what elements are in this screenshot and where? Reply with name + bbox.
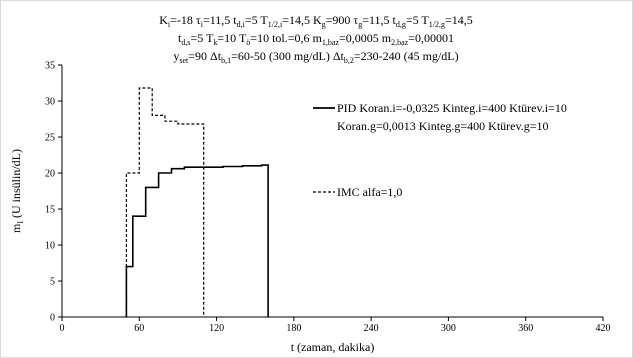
x-tick-label: 180 [286, 323, 301, 334]
title-segment: =60-50 (300 mg/dL) Δt [231, 49, 344, 63]
title-subscript: i [201, 20, 204, 29]
title-subscript: i [168, 20, 171, 29]
title-segment: =5 T [191, 31, 215, 45]
legend-label: IMC alfa=1,0 [337, 185, 402, 199]
title-subscript: 1/2,i [268, 20, 283, 29]
y-tick-label: 5 [50, 277, 55, 288]
title-segment: =5 T [406, 13, 430, 27]
title-subscript: 2,baz [391, 38, 409, 47]
title-subscript: g [322, 20, 326, 29]
title-segment: =14,5 [445, 13, 473, 27]
x-tick-label: 120 [209, 323, 224, 334]
title-line-1: Ki=-18 τi=11,5 td,i=5 T1/2,i=14,5 Kg=900… [159, 13, 473, 29]
title-segment: =10 T [217, 31, 247, 45]
title-subscript: d,g [396, 20, 406, 29]
series-line-2 [125, 87, 205, 317]
title-line-2: td,s=5 Tk=10 Tö=10 tol.=0,6 m1,baz=0,000… [178, 31, 454, 47]
x-tick-label: 420 [596, 323, 611, 334]
title-segment: =-18 τ [170, 13, 201, 27]
y-tick-label: 20 [45, 169, 55, 180]
series-line-1 [125, 164, 269, 317]
title-segment: =0,0005 m [339, 31, 392, 45]
x-axis-label: t (zaman, dakika) [291, 340, 375, 354]
chart-title: Ki=-18 τi=11,5 td,i=5 T1/2,i=14,5 Kg=900… [159, 13, 473, 65]
legend: PID Koran.i=-0,0325 Kinteg.i=400 Ktürev.… [313, 101, 567, 199]
axes: 0 5 10 15 20 25 30 35 0 60 120 180 240 300 360 420 t (za… [9, 61, 611, 355]
legend-label: Koran.g=0,0013 Kinteg.g=400 Ktürev.g=10 [337, 119, 549, 133]
x-tick-label: 60 [134, 323, 144, 334]
title-segment: =10 tol.=0,6 m [250, 31, 322, 45]
title-subscript: k [213, 38, 217, 47]
y-tick-label: 10 [45, 241, 55, 252]
title-segment: =11,5 t [362, 13, 396, 27]
title-subscript: b,1 [221, 56, 231, 65]
y-tick-label: 25 [45, 133, 55, 144]
title-segment: =230-240 (45 mg/dL) [354, 49, 459, 63]
title-segment: =0,00001 [408, 31, 454, 45]
title-subscript: b,2 [344, 56, 354, 65]
x-tick-label: 0 [60, 323, 65, 334]
title-subscript: g [358, 20, 362, 29]
title-subscript: set [179, 56, 189, 65]
title-subscript: ö [246, 38, 250, 47]
x-tick-label: 300 [441, 323, 456, 334]
series [125, 87, 269, 317]
title-segment: =11,5 t [203, 13, 237, 27]
title-subscript: d,i [237, 20, 246, 29]
legend-label: PID Koran.i=-0,0325 Kinteg.i=400 Ktürev.… [337, 101, 567, 115]
x-tick-label: 240 [364, 323, 379, 334]
title-subscript: d,s [181, 38, 190, 47]
y-tick-label: 35 [45, 61, 55, 72]
title-subscript: 1/2,g [429, 20, 445, 29]
title-line-3: yset=90 Δtb,1=60-50 (300 mg/dL) Δtb,2=23… [173, 49, 458, 65]
y-tick-label: 15 [45, 205, 55, 216]
x-tick-label: 360 [518, 323, 533, 334]
title-segment: =5 T [245, 13, 269, 27]
y-axis-label-part: (U insülin/dL) [9, 149, 23, 221]
title-segment: =900 τ [326, 13, 359, 27]
title-segment: t [178, 31, 182, 45]
title-segment: =90 Δt [188, 49, 221, 63]
title-segment: K [159, 13, 168, 27]
title-subscript: 1,baz [322, 38, 340, 47]
y-axis-label-part: m [9, 223, 23, 233]
y-axis-label-part: I [16, 221, 25, 224]
y-tick-label: 0 [50, 313, 55, 324]
title-segment: y [173, 49, 179, 63]
y-axis-label: mI (U insülin/dL) [9, 149, 25, 233]
title-segment: =14,5 K [282, 13, 322, 27]
y-tick-label: 30 [45, 97, 55, 108]
